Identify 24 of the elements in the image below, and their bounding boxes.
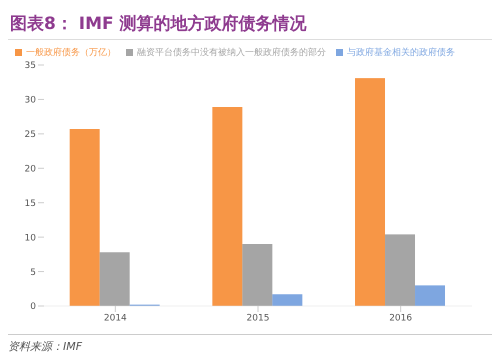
y-tick-label: 10 <box>24 233 36 244</box>
chart-title: 图表8： IMF 测算的地方政府债务情况 <box>8 8 492 40</box>
bar <box>385 234 416 306</box>
bar <box>415 285 446 306</box>
legend-label: 一般政府债务（万亿） <box>26 48 116 58</box>
x-tick-label: 2014 <box>104 313 128 324</box>
y-tick-label: 15 <box>24 198 36 209</box>
bar <box>100 252 130 306</box>
bar <box>272 294 302 306</box>
legend-label: 融资平台债务中没有被纳入一般政府债务的部分 <box>137 48 326 58</box>
y-tick-label: 5 <box>30 268 36 278</box>
x-tick-label: 2016 <box>389 313 412 324</box>
y-tick-label: 35 <box>24 61 36 72</box>
y-tick-label: 0 <box>30 302 36 312</box>
y-tick-label: 30 <box>24 96 36 106</box>
bar <box>212 107 242 306</box>
bar <box>70 129 100 306</box>
y-tick-label: 25 <box>24 130 36 140</box>
legend-label: 与政府基金相关的政府债务 <box>347 48 455 58</box>
x-tick-label: 2015 <box>246 313 270 324</box>
bar <box>242 244 272 306</box>
bar <box>355 78 386 306</box>
text: 资料来源：IMF <box>8 334 492 354</box>
y-tick-label: 20 <box>24 164 36 174</box>
